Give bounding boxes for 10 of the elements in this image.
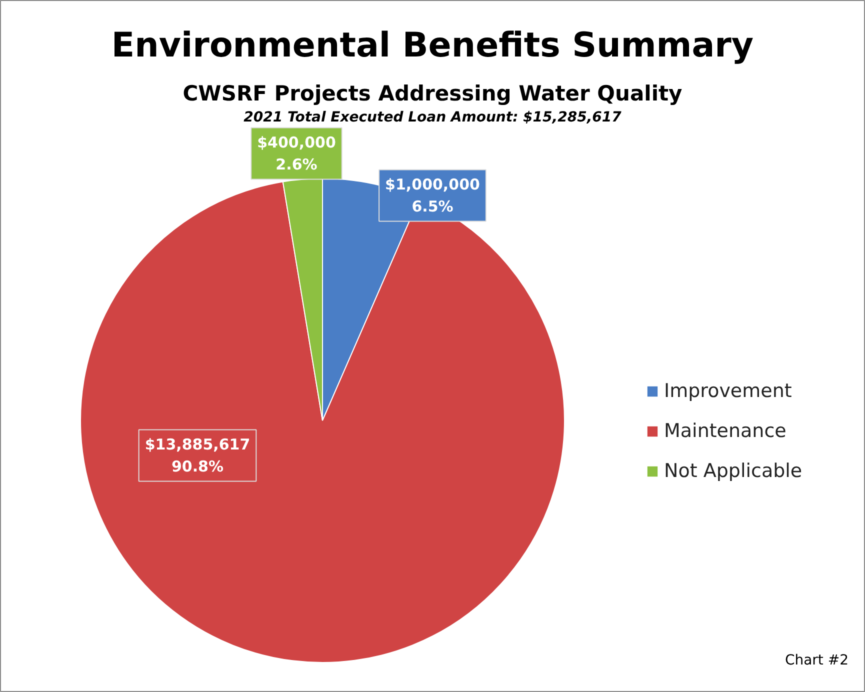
data-label: $1,000,000 6.5% <box>385 176 480 216</box>
data-label: $400,000 2.6% <box>257 134 336 174</box>
data-label: $13,885,617 90.8% <box>144 436 250 476</box>
text: 2021 Total Executed Loan Amount: $15,285,617 <box>244 110 622 126</box>
legend-label: Not Applicable <box>664 460 802 482</box>
legend-label: Maintenance <box>664 420 786 442</box>
chart-title: Environmental Benefits Summary <box>111 26 754 66</box>
legend-label: Improvement <box>664 380 792 402</box>
chart-subtitle: CWSRF Projects Addressing Water Quality <box>182 82 683 106</box>
text: Chart #2 <box>784 652 848 668</box>
